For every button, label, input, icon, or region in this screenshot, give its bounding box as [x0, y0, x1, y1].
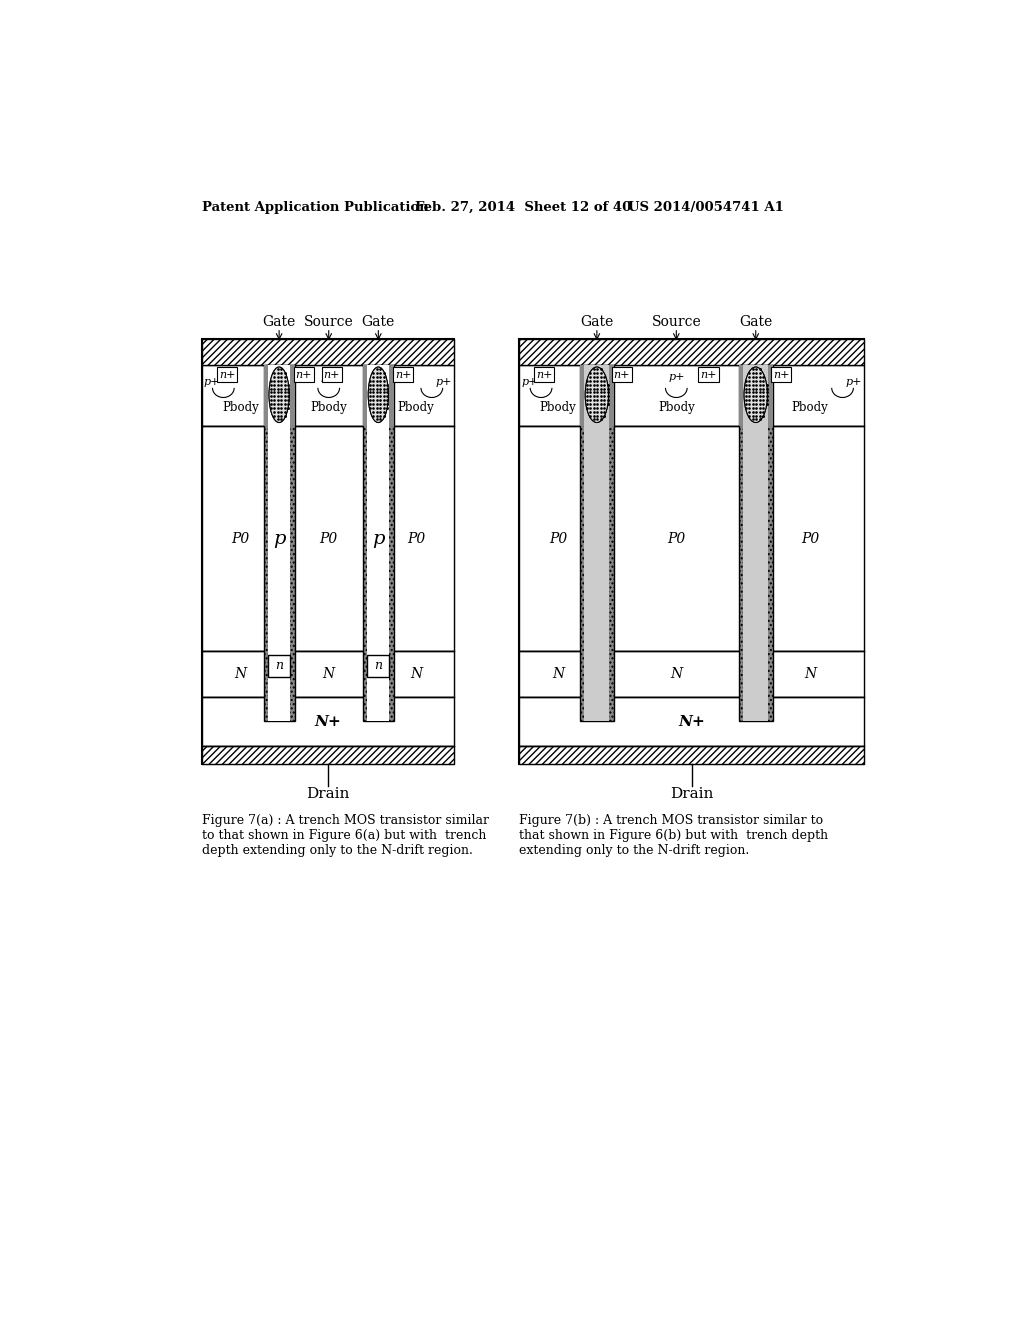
Text: n+: n+ [773, 370, 790, 380]
Bar [519, 364, 864, 426]
Text: N: N [234, 668, 247, 681]
Bar [519, 697, 864, 746]
Text: p: p [272, 529, 286, 548]
Ellipse shape [744, 367, 767, 422]
Text: Drain: Drain [670, 788, 714, 801]
Bar [362, 364, 394, 426]
Bar [294, 367, 314, 383]
Bar [268, 364, 290, 426]
Text: n+: n+ [296, 370, 312, 380]
Text: Pbody: Pbody [310, 400, 347, 413]
Text: p+: p+ [668, 372, 685, 381]
Bar [585, 364, 609, 426]
Text: Figure 7(b) : A trench MOS transistor similar to
that shown in Figure 6(b) but w: Figure 7(b) : A trench MOS transistor si… [519, 814, 828, 858]
Bar [698, 367, 719, 383]
Text: Pbody: Pbody [792, 400, 828, 413]
Bar [611, 367, 632, 383]
Text: Gate: Gate [581, 315, 613, 330]
Text: Pbody: Pbody [540, 400, 577, 413]
Text: N: N [410, 668, 422, 681]
Bar [202, 364, 454, 426]
Bar [202, 651, 454, 697]
Text: p+: p+ [204, 376, 220, 387]
Bar [368, 364, 389, 426]
Text: p+: p+ [521, 376, 538, 387]
Bar [202, 339, 454, 764]
Bar [585, 364, 609, 721]
Bar [393, 367, 414, 383]
Text: Drain: Drain [306, 788, 349, 801]
Bar [263, 364, 295, 426]
Bar [362, 364, 394, 721]
Text: Pbody: Pbody [658, 400, 694, 413]
Text: n+: n+ [613, 370, 630, 380]
Text: N+: N+ [679, 714, 706, 729]
Bar [580, 364, 614, 426]
Bar [368, 655, 389, 677]
Text: n: n [375, 659, 382, 672]
Text: P0: P0 [668, 532, 685, 545]
Text: Gate: Gate [262, 315, 296, 330]
Text: Pbody: Pbody [397, 400, 434, 413]
Bar [268, 364, 290, 721]
Text: p: p [372, 529, 385, 548]
Text: Source: Source [651, 315, 701, 330]
Text: US 2014/0054741 A1: US 2014/0054741 A1 [628, 201, 783, 214]
Ellipse shape [269, 367, 289, 422]
Ellipse shape [586, 367, 608, 422]
Text: N: N [323, 668, 335, 681]
Text: p+: p+ [435, 376, 452, 387]
Text: n+: n+ [324, 370, 340, 380]
Bar [322, 367, 342, 383]
Text: Figure 7(a) : A trench MOS transistor similar
to that shown in Figure 6(a) but w: Figure 7(a) : A trench MOS transistor si… [202, 814, 488, 858]
Bar [519, 339, 864, 364]
Bar [519, 426, 864, 651]
Text: Gate: Gate [739, 315, 772, 330]
Text: Gate: Gate [361, 315, 395, 330]
Text: N: N [671, 668, 682, 681]
Text: N: N [804, 668, 816, 681]
Text: P0: P0 [407, 532, 425, 545]
Bar [535, 367, 554, 383]
Bar [217, 367, 238, 383]
Bar [519, 651, 864, 697]
Ellipse shape [269, 367, 289, 422]
Bar [519, 339, 864, 764]
Bar [268, 655, 290, 677]
Ellipse shape [586, 367, 608, 422]
Text: Patent Application Publication: Patent Application Publication [202, 201, 428, 214]
Ellipse shape [369, 367, 388, 422]
Text: p+: p+ [321, 372, 337, 381]
Text: Pbody: Pbody [222, 400, 259, 413]
Text: n: n [275, 659, 283, 672]
Bar [743, 364, 768, 426]
Text: N: N [552, 668, 564, 681]
Text: n+: n+ [395, 370, 412, 380]
Bar [580, 364, 614, 721]
Bar [743, 364, 768, 721]
Ellipse shape [744, 367, 767, 422]
Text: P0: P0 [549, 532, 567, 545]
Text: N+: N+ [314, 714, 341, 729]
Bar [263, 364, 295, 721]
Bar [368, 364, 389, 721]
Bar [519, 746, 864, 764]
Bar [202, 697, 454, 746]
Text: n+: n+ [219, 370, 236, 380]
Text: n+: n+ [536, 370, 552, 380]
Text: P0: P0 [801, 532, 819, 545]
Text: Feb. 27, 2014  Sheet 12 of 40: Feb. 27, 2014 Sheet 12 of 40 [415, 201, 631, 214]
Bar [202, 339, 454, 364]
Text: p+: p+ [846, 376, 862, 387]
Text: Source: Source [304, 315, 353, 330]
Ellipse shape [369, 367, 388, 422]
Bar [738, 364, 773, 426]
Text: P0: P0 [319, 532, 338, 545]
Bar [771, 367, 792, 383]
Bar [202, 746, 454, 764]
Bar [202, 426, 454, 651]
Text: n+: n+ [700, 370, 717, 380]
Text: P0: P0 [231, 532, 250, 545]
Bar [738, 364, 773, 721]
